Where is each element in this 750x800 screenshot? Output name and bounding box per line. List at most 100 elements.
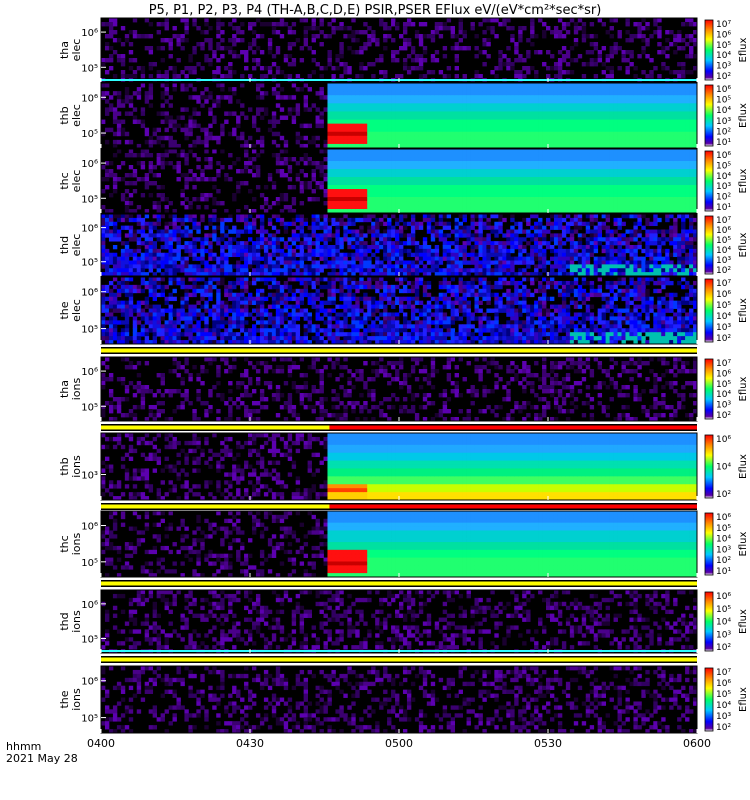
heat-cell	[263, 197, 269, 202]
heat-cell	[402, 115, 408, 120]
heat-cell	[601, 177, 607, 182]
heat-cell	[613, 123, 618, 129]
heat-cell	[506, 103, 511, 108]
heat-cell	[470, 181, 475, 186]
heat-cell	[557, 34, 563, 39]
heat-cell	[375, 185, 380, 190]
heat-cell	[271, 87, 277, 92]
heat-cell	[454, 103, 459, 108]
heat-cell	[418, 177, 424, 182]
heat-cell	[402, 119, 408, 125]
heat-cell	[224, 173, 229, 178]
heat-cell	[236, 169, 241, 174]
heat-cell	[665, 193, 670, 198]
heat-cell	[375, 135, 380, 141]
heat-cell	[526, 115, 531, 120]
heat-cell	[216, 237, 221, 242]
heat-cell	[478, 181, 483, 186]
heat-cell	[248, 135, 253, 141]
heat-cell	[402, 181, 408, 186]
heat-cell	[363, 189, 368, 194]
heat-cell	[367, 173, 372, 178]
heat-cell	[406, 205, 412, 210]
heat-cell	[128, 165, 134, 170]
heat-cell	[557, 123, 563, 129]
heat-cell	[204, 177, 209, 182]
heat-cell	[267, 252, 273, 258]
heat-cell	[172, 229, 177, 234]
heat-cell	[391, 209, 396, 214]
heat-cell	[244, 165, 249, 170]
heat-cell	[549, 123, 555, 129]
heat-cell	[414, 201, 420, 206]
heat-cell	[160, 119, 165, 125]
heat-cell	[593, 177, 599, 182]
heat-cell	[395, 189, 400, 194]
heat-cell	[693, 205, 698, 210]
heat-cell	[450, 189, 456, 194]
heat-cell	[319, 185, 324, 190]
heat-cell	[565, 123, 571, 129]
heat-cell	[212, 70, 217, 75]
heat-cell	[426, 139, 432, 145]
heat-cell	[438, 181, 444, 186]
heat-cell	[482, 50, 487, 55]
heat-cell	[259, 256, 265, 261]
heat-cell	[685, 70, 690, 75]
heat-cell	[530, 34, 535, 39]
heat-cell	[597, 135, 603, 141]
heat-cell	[542, 193, 547, 198]
heat-cell	[339, 115, 344, 120]
heat-cell	[200, 95, 205, 100]
heat-cell	[204, 139, 209, 145]
heat-cell	[534, 115, 539, 120]
heat-cell	[240, 229, 245, 234]
heat-cell	[470, 153, 475, 158]
heat-cell	[188, 143, 193, 149]
heat-cell	[414, 153, 420, 158]
heat-cell	[279, 161, 285, 166]
heat-cell	[164, 119, 169, 125]
heat-cell	[689, 22, 694, 27]
heat-cell	[184, 181, 189, 186]
heat-cell	[363, 111, 368, 116]
heat-cell	[379, 143, 384, 149]
heat-cell	[180, 18, 185, 23]
heat-cell	[255, 83, 261, 88]
heat-cell	[406, 103, 412, 108]
heat-cell	[466, 197, 471, 202]
heat-cell	[140, 229, 146, 234]
heat-cell	[136, 214, 142, 219]
heat-cell	[156, 135, 161, 141]
heat-cell	[621, 123, 626, 129]
heat-cell	[220, 229, 225, 234]
heat-cell	[192, 95, 197, 100]
heat-cell	[502, 135, 507, 141]
heat-cell	[224, 256, 229, 261]
heat-cell	[275, 70, 281, 75]
heat-cell	[395, 173, 400, 178]
heat-cell	[335, 131, 340, 137]
heat-cell	[585, 50, 591, 55]
heat-cell	[375, 119, 380, 125]
heat-cell	[601, 99, 607, 104]
heat-cell	[371, 123, 376, 129]
heat-cell	[617, 30, 622, 35]
heat-cell	[653, 165, 658, 170]
heat-cell	[542, 201, 547, 206]
heat-cell	[192, 70, 197, 75]
heat-cell	[291, 119, 297, 125]
heat-cell	[124, 272, 130, 277]
heat-cell	[124, 131, 130, 137]
heat-cell	[168, 103, 173, 108]
heat-cell	[538, 119, 543, 125]
heat-cell	[661, 205, 666, 210]
heat-cell	[331, 177, 336, 182]
heat-cell	[192, 268, 197, 273]
heat-cell	[108, 237, 114, 242]
heat-cell	[339, 193, 344, 198]
heat-cell	[430, 165, 436, 170]
heat-cell	[120, 252, 126, 258]
heat-cell	[565, 201, 571, 206]
heat-cell	[482, 103, 487, 108]
